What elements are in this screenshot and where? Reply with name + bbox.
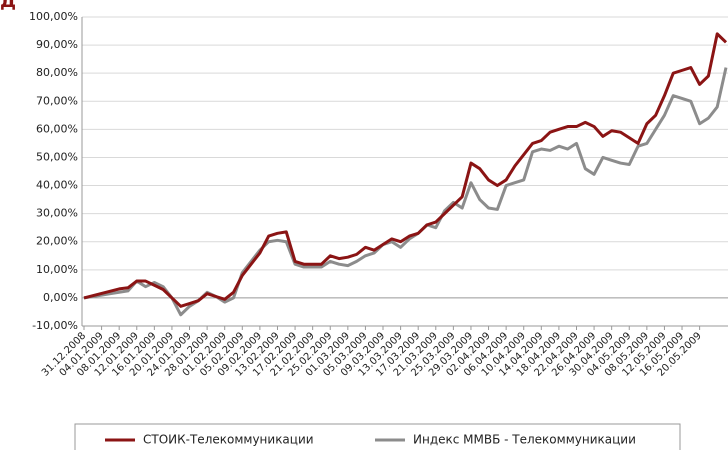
legend-label: СТОИК-Телекоммуникации [143,433,314,447]
y-tick-label: 30,00% [36,207,78,220]
y-tick-label: 0,00% [43,291,78,304]
y-tick-label: 10,00% [36,263,78,276]
y-tick-label: 70,00% [36,94,78,107]
y-tick-label: 80,00% [36,66,78,79]
series-line [83,67,728,317]
y-tick-label: -10,00% [32,319,78,332]
y-tick-label: 50,00% [36,150,78,163]
y-tick-label: 60,00% [36,122,78,135]
legend-box [74,423,681,450]
series-line [83,32,728,308]
chart-title: Д [0,0,16,12]
legend-label: Индекс ММВБ - Телекоммуникации [413,433,636,447]
y-tick-label: 20,00% [36,235,78,248]
y-tick-label: 90,00% [36,38,78,51]
y-tick-label: 40,00% [36,179,78,192]
y-tick-label: 100,00% [29,10,78,23]
